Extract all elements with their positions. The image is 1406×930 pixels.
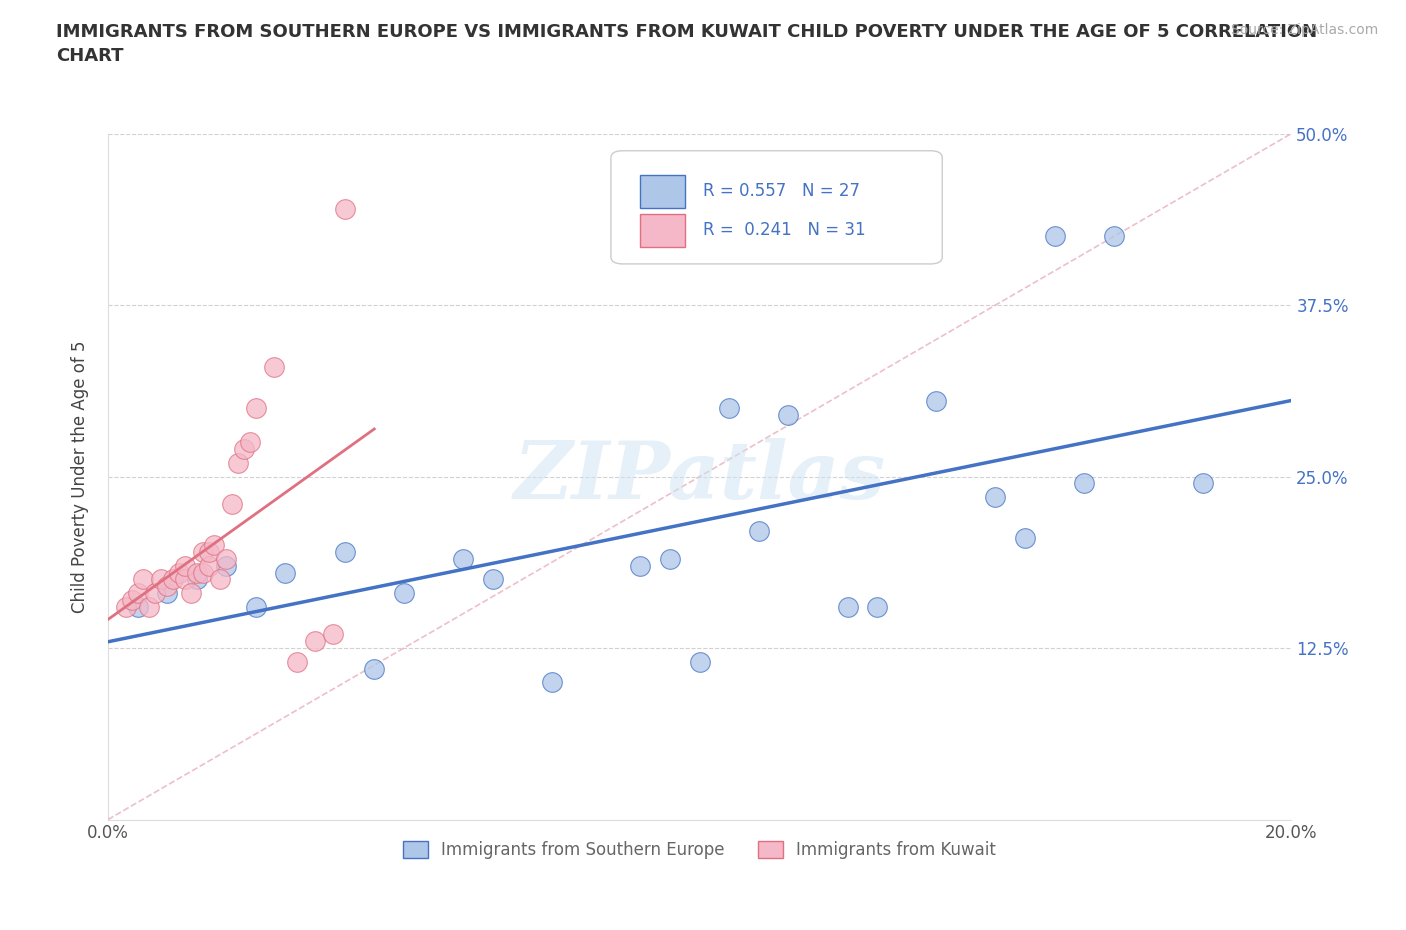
Text: Source: ZipAtlas.com: Source: ZipAtlas.com xyxy=(1230,23,1378,37)
Point xyxy=(866,600,889,615)
Point xyxy=(263,359,285,374)
Point xyxy=(197,545,219,560)
Point xyxy=(984,490,1007,505)
Point xyxy=(245,600,267,615)
Point xyxy=(150,572,173,587)
Point xyxy=(481,572,503,587)
Point xyxy=(174,558,197,573)
Point xyxy=(239,435,262,450)
Point xyxy=(204,538,226,552)
Point xyxy=(689,655,711,670)
Point xyxy=(132,572,155,587)
Point xyxy=(186,572,208,587)
Text: IMMIGRANTS FROM SOUTHERN EUROPE VS IMMIGRANTS FROM KUWAIT CHILD POVERTY UNDER TH: IMMIGRANTS FROM SOUTHERN EUROPE VS IMMIG… xyxy=(56,23,1317,65)
Point xyxy=(121,592,143,607)
Point xyxy=(245,401,267,416)
Point xyxy=(304,633,326,648)
Point xyxy=(191,565,214,580)
Point xyxy=(837,600,859,615)
Point xyxy=(451,551,474,566)
FancyBboxPatch shape xyxy=(612,151,942,264)
Text: R = 0.557   N = 27: R = 0.557 N = 27 xyxy=(703,182,860,200)
Point xyxy=(718,401,741,416)
Point xyxy=(215,558,238,573)
Point xyxy=(778,407,800,422)
Point xyxy=(226,456,249,471)
Point xyxy=(333,202,356,217)
Point xyxy=(180,586,202,601)
Point xyxy=(221,497,243,512)
Point xyxy=(659,551,682,566)
Point xyxy=(114,600,136,615)
Point xyxy=(630,558,652,573)
Point xyxy=(156,578,179,593)
Y-axis label: Child Poverty Under the Age of 5: Child Poverty Under the Age of 5 xyxy=(72,340,89,613)
Bar xyxy=(641,175,686,207)
Point xyxy=(127,600,149,615)
Text: R =  0.241   N = 31: R = 0.241 N = 31 xyxy=(703,221,866,239)
Point xyxy=(1014,531,1036,546)
Point xyxy=(197,558,219,573)
Point xyxy=(333,545,356,560)
Point xyxy=(127,586,149,601)
Point xyxy=(215,551,238,566)
Point xyxy=(162,572,184,587)
Point xyxy=(1043,229,1066,244)
Point xyxy=(156,586,179,601)
Point xyxy=(138,600,160,615)
Legend: Immigrants from Southern Europe, Immigrants from Kuwait: Immigrants from Southern Europe, Immigra… xyxy=(396,834,1002,866)
Point xyxy=(540,675,562,690)
Point xyxy=(363,661,385,676)
Point xyxy=(167,565,190,580)
Point xyxy=(143,586,166,601)
Point xyxy=(925,393,948,408)
Point xyxy=(174,572,197,587)
Point xyxy=(191,545,214,560)
Point xyxy=(233,442,256,457)
Point xyxy=(1102,229,1125,244)
Point xyxy=(285,655,308,670)
Point xyxy=(392,586,415,601)
Point xyxy=(186,565,208,580)
Point xyxy=(748,524,770,538)
Bar xyxy=(641,214,686,246)
Point xyxy=(1191,476,1213,491)
Text: ZIPatlas: ZIPatlas xyxy=(513,438,886,515)
Point xyxy=(322,627,344,642)
Point xyxy=(1073,476,1095,491)
Point xyxy=(209,572,232,587)
Point xyxy=(274,565,297,580)
